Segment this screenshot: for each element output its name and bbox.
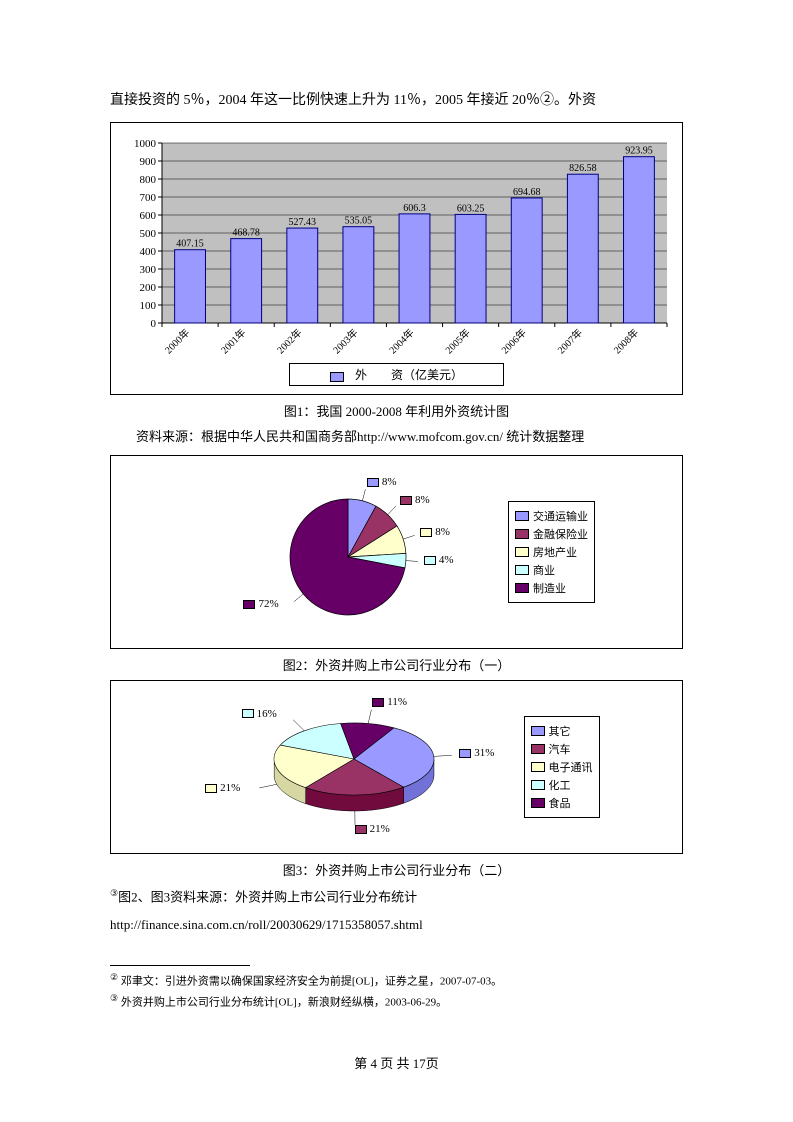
- svg-text:2000年: 2000年: [162, 326, 192, 356]
- svg-text:2008年: 2008年: [611, 326, 641, 356]
- legend-row: 制造业: [515, 580, 588, 596]
- figure3-caption: 图3：外资并购上市公司行业分布（二）: [110, 860, 683, 879]
- bar: [231, 239, 262, 323]
- bar: [287, 228, 318, 323]
- svg-text:923.95: 923.95: [625, 146, 653, 157]
- svg-text:2006年: 2006年: [498, 326, 528, 356]
- pie2-container: 31% 21% 21% 16% 11% 其它汽车电子通讯化工食品: [110, 680, 683, 854]
- bar-chart: 0 100 200 300 400 500 600 700 800 900 1000 407.15 20…: [117, 131, 677, 361]
- legend-swatch: [330, 372, 344, 382]
- svg-text:600: 600: [140, 210, 157, 222]
- svg-text:2005年: 2005年: [442, 326, 472, 356]
- pie1-chart: [198, 472, 478, 632]
- figure23-source: ③图2、图3资料来源：外资并购上市公司行业分布统计: [110, 885, 683, 909]
- svg-text:407.15: 407.15: [176, 239, 204, 250]
- pie1-container: 8%8%8%4%72% 交通运输业金融保险业房地产业商业制造业: [110, 455, 683, 649]
- svg-text:100: 100: [140, 300, 157, 312]
- svg-text:500: 500: [140, 228, 157, 240]
- svg-text:300: 300: [140, 264, 157, 276]
- bar-chart-legend: 外 资（亿美元）: [117, 361, 676, 394]
- legend-row: 汽车: [531, 741, 593, 757]
- pie-slice-label: 4%: [424, 554, 454, 566]
- legend-row: 交通运输业: [515, 508, 588, 524]
- pie1-legend: 交通运输业金融保险业房地产业商业制造业: [508, 501, 595, 603]
- pie-slice-label: 21%: [355, 823, 390, 835]
- legend-row: 食品: [531, 795, 593, 811]
- svg-text:468.78: 468.78: [232, 228, 260, 239]
- svg-text:800: 800: [140, 174, 157, 186]
- footnote-divider: [110, 965, 250, 966]
- figure2-caption: 图2：外资并购上市公司行业分布（一）: [110, 655, 683, 674]
- svg-text:400: 400: [140, 246, 157, 258]
- pie-slice-label: 31%: [459, 747, 494, 759]
- pie-slice-label: 8%: [420, 526, 450, 538]
- svg-text:694.68: 694.68: [513, 187, 541, 198]
- svg-text:527.43: 527.43: [289, 217, 317, 228]
- bar: [511, 198, 542, 323]
- pie-slice-label: 11%: [372, 696, 407, 708]
- svg-text:200: 200: [140, 282, 157, 294]
- pie-slice-label: 72%: [243, 598, 278, 610]
- svg-text:1000: 1000: [134, 138, 157, 150]
- svg-text:606.3: 606.3: [403, 203, 426, 214]
- pie-slice-label: 8%: [367, 476, 397, 488]
- svg-text:2004年: 2004年: [386, 326, 416, 356]
- legend-row: 金融保险业: [515, 526, 588, 542]
- pie-slice-label: 16%: [242, 708, 277, 720]
- legend-row: 电子通讯: [531, 759, 593, 775]
- svg-text:900: 900: [140, 156, 157, 168]
- page-number: 第 4 页 共 17页: [0, 1053, 793, 1072]
- legend-row: 其它: [531, 723, 593, 739]
- bar: [455, 215, 486, 324]
- bar: [567, 175, 598, 324]
- svg-text:535.05: 535.05: [345, 216, 373, 227]
- legend-row: 商业: [515, 562, 588, 578]
- bar: [399, 214, 430, 323]
- pie2-legend: 其它汽车电子通讯化工食品: [524, 716, 600, 818]
- svg-text:700: 700: [140, 192, 157, 204]
- figure1-caption: 图1：我国 2000-2008 年利用外资统计图: [110, 401, 683, 420]
- footnote-1: ② 邓聿文：引进外资需以确保国家经济安全为前提[OL]，证券之星，2007-07…: [110, 970, 683, 991]
- svg-text:0: 0: [151, 318, 157, 330]
- figure1-source: 资料来源：根据中华人民共和国商务部http://www.mofcom.gov.c…: [110, 426, 683, 445]
- svg-text:826.58: 826.58: [569, 164, 597, 175]
- legend-row: 房地产业: [515, 544, 588, 560]
- bar-chart-container: 0 100 200 300 400 500 600 700 800 900 1000 407.15 20…: [110, 122, 683, 395]
- svg-text:2001年: 2001年: [218, 326, 248, 356]
- bar: [343, 227, 374, 323]
- svg-text:2003年: 2003年: [330, 326, 360, 356]
- figure23-source-url: http://finance.sina.com.cn/roll/20030629…: [110, 913, 683, 936]
- svg-text:2007年: 2007年: [555, 326, 585, 356]
- svg-text:2002年: 2002年: [274, 326, 304, 356]
- bar: [175, 250, 206, 323]
- svg-text:603.25: 603.25: [457, 204, 485, 215]
- legend-label: 外 资（亿美元）: [355, 368, 463, 382]
- bar: [624, 157, 655, 323]
- pie2-chart: [194, 697, 494, 837]
- pie-slice-label: 8%: [400, 494, 430, 506]
- footnote-2: ③ 外资并购上市公司行业分布统计[OL]，新浪财经纵横，2003-06-29。: [110, 991, 683, 1012]
- pie-slice-label: 21%: [205, 782, 240, 794]
- legend-row: 化工: [531, 777, 593, 793]
- intro-text: 直接投资的 5％，2004 年这一比例快速上升为 11％，2005 年接近 20…: [110, 90, 683, 112]
